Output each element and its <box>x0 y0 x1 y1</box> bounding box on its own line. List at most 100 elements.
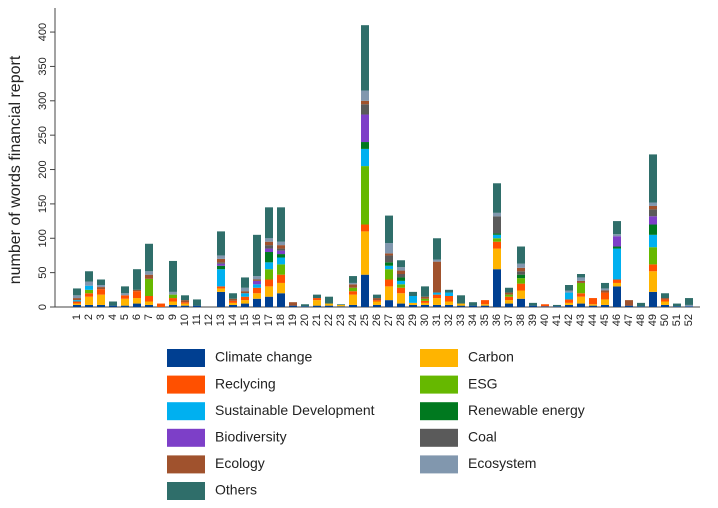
bar-segment <box>373 304 381 307</box>
bar-segment <box>169 260 177 292</box>
bar-segment <box>601 282 609 289</box>
bar-segment <box>229 293 237 299</box>
bar-segment <box>613 246 621 249</box>
bar-segment <box>637 302 645 307</box>
bar-segment <box>625 300 633 306</box>
bar-segment <box>217 288 225 292</box>
bar-segment <box>193 305 201 307</box>
bar-segment <box>121 295 129 299</box>
bar-segment <box>397 274 405 278</box>
bar-segment <box>649 209 657 217</box>
bar-segment <box>577 296 585 304</box>
x-tick-label: 3 <box>95 314 107 320</box>
x-tick-label: 20 <box>299 314 311 326</box>
bar-segment <box>649 264 657 272</box>
bar-segment <box>385 262 393 266</box>
bar-segment <box>121 293 129 296</box>
bar-segment <box>445 296 453 302</box>
bar-segment <box>649 271 657 292</box>
bar-segment <box>589 298 597 305</box>
x-tick-label: 9 <box>167 314 179 320</box>
bar-segment <box>397 277 405 281</box>
bar-segment <box>613 221 621 235</box>
bar-segment <box>217 265 225 270</box>
bar-segment <box>661 298 669 300</box>
bar-segment <box>241 277 249 288</box>
bar-segment <box>433 259 441 262</box>
bar-segment <box>253 293 261 299</box>
bar-segment <box>649 234 657 248</box>
bar-segment <box>97 289 105 295</box>
x-tick-label: 11 <box>191 314 203 325</box>
bar-segment <box>457 295 465 304</box>
bar-segment <box>517 271 525 275</box>
x-tick-label: 1 <box>71 314 83 320</box>
bar-segment <box>361 104 369 115</box>
bar-segment <box>409 302 417 305</box>
bar-segment <box>601 299 609 305</box>
bar-segment <box>109 305 117 307</box>
x-tick-label: 35 <box>479 314 491 326</box>
bar-segment <box>217 286 225 289</box>
bar-segment <box>313 298 321 301</box>
bar-segment <box>97 304 105 307</box>
bar-segment <box>277 248 285 251</box>
x-tick-label: 34 <box>467 314 479 326</box>
bar-segment <box>445 301 453 305</box>
bar-segment <box>277 293 285 307</box>
bar-segment <box>181 303 189 306</box>
bar-segment <box>433 304 441 307</box>
bar-segment <box>373 298 381 301</box>
bar-segment <box>385 286 393 301</box>
bar-segment <box>73 303 81 305</box>
bar-segment <box>361 100 369 105</box>
bar-segment <box>601 290 609 293</box>
bar-segment <box>181 302 189 304</box>
bar-segment <box>493 216 501 234</box>
bar-segment <box>277 254 285 258</box>
bar-segment <box>373 294 381 299</box>
bar-segment <box>265 296 273 307</box>
bar-segment <box>517 246 525 264</box>
x-tick-label: 7 <box>143 314 155 320</box>
bar-segment <box>169 301 177 305</box>
bar-segment <box>529 305 537 307</box>
bar-segment <box>505 287 513 293</box>
bar-segment <box>433 294 441 299</box>
y-tick-label: 150 <box>37 195 49 213</box>
bar-segment <box>385 265 393 270</box>
bar-segment <box>565 285 573 291</box>
x-tick-label: 26 <box>371 314 383 326</box>
bar-segment <box>685 306 693 307</box>
bar-segment <box>121 298 129 306</box>
bar-segment <box>493 234 501 239</box>
legend-label: Biodiversity <box>215 429 287 445</box>
bar-segment <box>97 287 105 290</box>
bar-segment <box>517 283 525 291</box>
bar-segment <box>265 241 273 246</box>
bar-segment <box>685 298 693 305</box>
bar-segment <box>565 292 573 300</box>
x-tick-label: 51 <box>671 314 683 326</box>
bar-segment <box>361 224 369 232</box>
bar-segment <box>97 294 105 305</box>
legend-label: Sustainable Development <box>215 402 375 418</box>
bar-segment <box>217 231 225 256</box>
bar-segment <box>493 241 501 249</box>
bar-segment <box>577 303 585 307</box>
legend-swatch <box>420 402 458 421</box>
bar-segment <box>421 298 429 301</box>
bar-segment <box>229 302 237 305</box>
bar-segment <box>397 270 405 275</box>
bar-segment <box>385 215 393 244</box>
x-tick-label: 2 <box>83 314 95 320</box>
bar-segment <box>613 234 621 237</box>
x-tick-label: 31 <box>431 314 443 326</box>
bar-segment <box>349 294 357 305</box>
bar-segment <box>577 293 585 297</box>
bar-segment <box>601 288 609 291</box>
bar-segment <box>373 300 381 302</box>
x-tick-label: 21 <box>311 314 323 326</box>
bar-segment <box>349 291 357 295</box>
bar-segment <box>385 279 393 287</box>
